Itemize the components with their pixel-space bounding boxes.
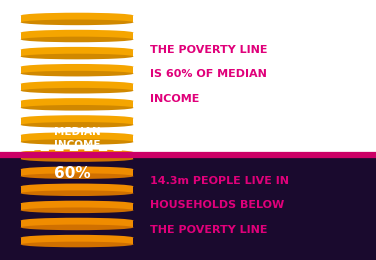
Ellipse shape [21,20,133,25]
Ellipse shape [21,173,133,179]
Ellipse shape [21,235,133,240]
Bar [21,220,133,228]
Bar [21,50,133,56]
Bar [21,84,133,91]
Ellipse shape [21,47,133,53]
Ellipse shape [21,225,133,230]
Ellipse shape [21,207,133,213]
Bar [21,238,133,244]
Text: INCOME: INCOME [150,94,200,104]
Bar [21,152,133,159]
Bar [21,67,133,74]
Text: IS 60% OF MEDIAN: IS 60% OF MEDIAN [150,69,267,79]
Bar [21,169,133,176]
Ellipse shape [21,105,133,110]
Ellipse shape [21,71,133,76]
Bar [21,135,133,142]
Ellipse shape [21,139,133,145]
Ellipse shape [21,54,133,59]
Ellipse shape [21,150,133,155]
Ellipse shape [21,88,133,94]
Text: THE POVERTY LINE: THE POVERTY LINE [150,45,268,55]
Ellipse shape [21,132,133,138]
Text: HOUSEHOLDS BELOW: HOUSEHOLDS BELOW [150,200,285,210]
Ellipse shape [21,166,133,172]
Ellipse shape [21,30,133,35]
Text: 14.3m PEOPLE LIVE IN: 14.3m PEOPLE LIVE IN [150,176,290,186]
Ellipse shape [21,37,133,42]
Ellipse shape [21,81,133,87]
Ellipse shape [21,184,133,189]
Bar [21,16,133,22]
Ellipse shape [21,242,133,247]
Ellipse shape [21,115,133,121]
Bar [21,186,133,193]
Ellipse shape [21,122,133,128]
Ellipse shape [21,64,133,70]
Ellipse shape [21,156,133,162]
Bar [0,155,376,260]
Ellipse shape [21,201,133,206]
Bar [21,32,133,40]
Bar [21,101,133,108]
Text: THE POVERTY LINE: THE POVERTY LINE [150,225,268,235]
Text: 60%: 60% [54,166,90,181]
Ellipse shape [21,190,133,196]
Ellipse shape [21,218,133,223]
Bar [21,204,133,210]
Text: MEDIAN
INCOME: MEDIAN INCOME [54,127,100,150]
Bar [21,118,133,125]
Ellipse shape [21,13,133,18]
Ellipse shape [21,98,133,104]
